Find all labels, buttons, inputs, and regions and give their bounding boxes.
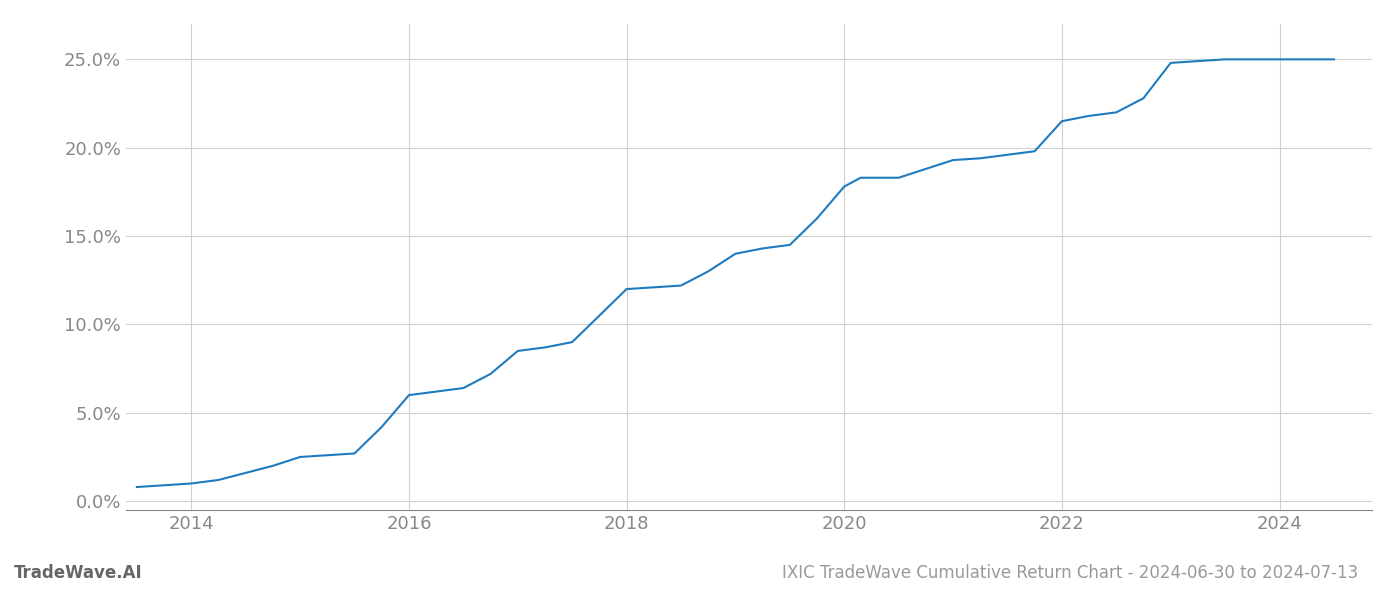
Text: TradeWave.AI: TradeWave.AI [14,564,143,582]
Text: IXIC TradeWave Cumulative Return Chart - 2024-06-30 to 2024-07-13: IXIC TradeWave Cumulative Return Chart -… [781,564,1358,582]
